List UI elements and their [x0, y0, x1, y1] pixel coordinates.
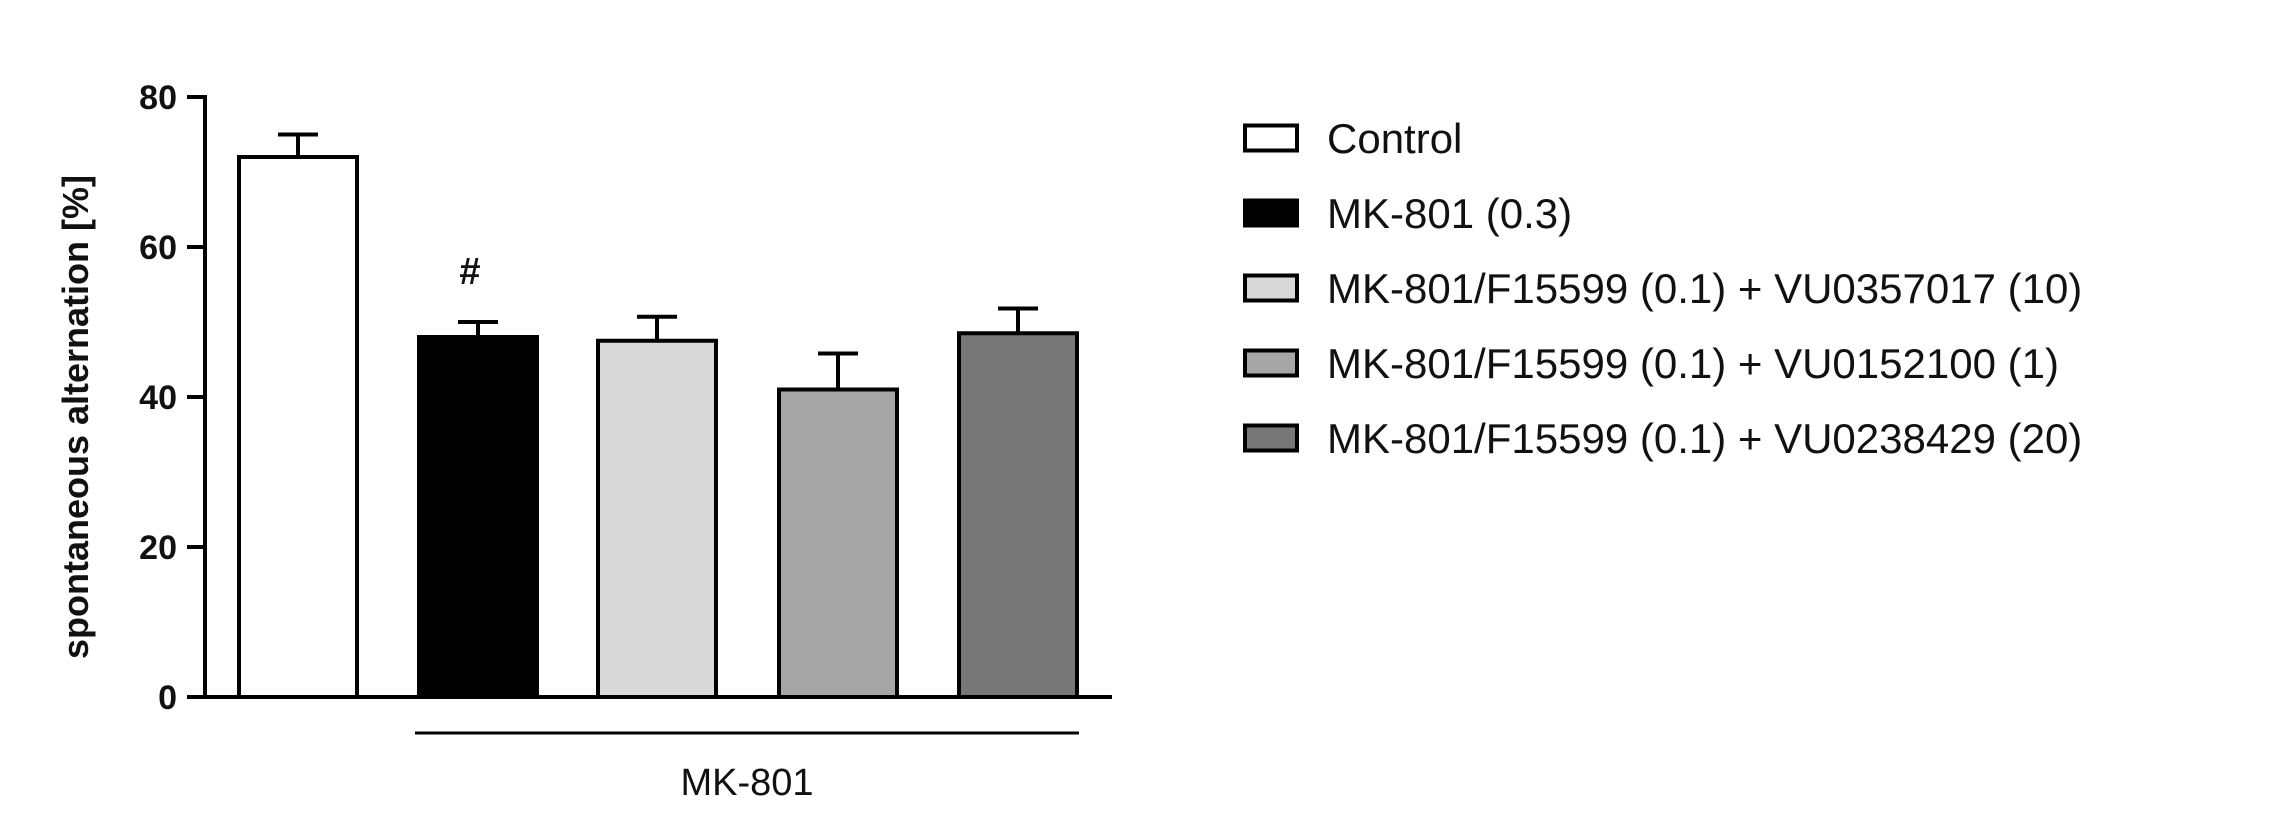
y-tick-label: 20: [139, 529, 177, 567]
y-tick-label: 80: [139, 79, 177, 117]
legend: Control MK-801 (0.3) MK-801/F15599 (0.1) +…: [1243, 115, 2082, 462]
group-label: MK-801: [680, 762, 813, 804]
y-tick-label: 0: [158, 679, 177, 717]
legend-swatch: [1243, 348, 1299, 378]
bar-3: [596, 338, 718, 699]
legend-swatch: [1243, 198, 1299, 228]
y-axis-title: spontaneous alternation [%]: [55, 175, 96, 659]
bar-1: [237, 155, 359, 699]
error-bar-1: [278, 132, 318, 157]
y-tick-label: 60: [139, 229, 177, 267]
bar-5: [957, 331, 1079, 699]
error-bar-5: [998, 306, 1038, 334]
significance-marker: #: [459, 251, 480, 293]
y-tick-label: 40: [139, 379, 177, 417]
legend-label: MK-801/F15599 (0.1) + VU0152100 (1): [1327, 340, 2059, 387]
bars: [237, 155, 1079, 699]
legend-item-1: Control: [1243, 115, 1462, 162]
legend-item-2: MK-801 (0.3): [1243, 190, 1572, 237]
error-bars: [278, 132, 1038, 390]
legend-item-4: MK-801/F15599 (0.1) + VU0152100 (1): [1243, 340, 2059, 387]
error-bar-3: [637, 314, 677, 341]
annotations: # MK-801: [415, 251, 1079, 804]
legend-swatch: [1243, 123, 1299, 153]
bar-4: [777, 387, 899, 699]
legend-swatch: [1243, 423, 1299, 453]
error-bar-2: [458, 320, 498, 337]
legend-item-5: MK-801/F15599 (0.1) + VU0238429 (20): [1243, 415, 2082, 462]
legend-swatch: [1243, 273, 1299, 303]
legend-label: MK-801/F15599 (0.1) + VU0357017 (10): [1327, 265, 2082, 312]
legend-item-3: MK-801/F15599 (0.1) + VU0357017 (10): [1243, 265, 2082, 312]
legend-label: Control: [1327, 115, 1462, 162]
error-bar-4: [818, 351, 858, 390]
legend-label: MK-801 (0.3): [1327, 190, 1572, 237]
bar-2: [417, 335, 539, 699]
legend-label: MK-801/F15599 (0.1) + VU0238429 (20): [1327, 415, 2082, 462]
